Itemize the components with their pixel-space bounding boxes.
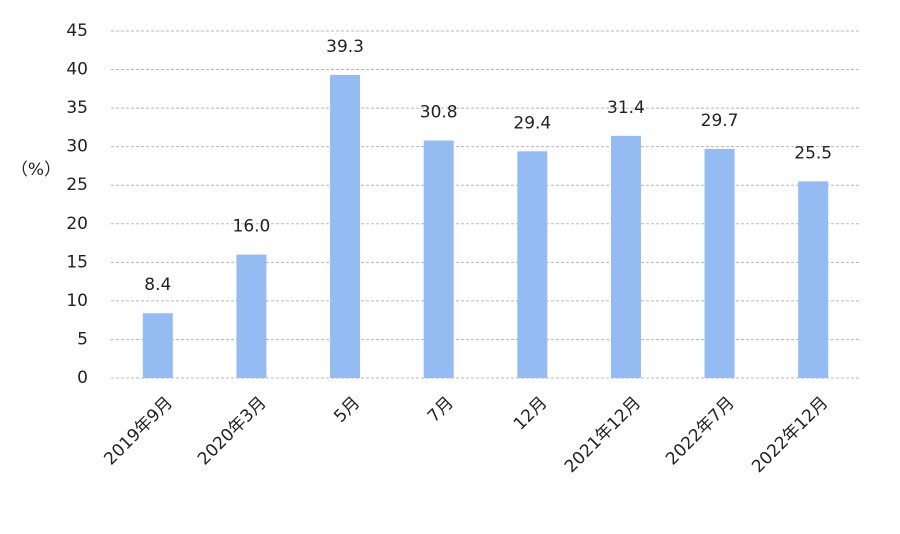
data-label: 31.4 (607, 98, 645, 118)
x-tick-label: 2019年9月 (100, 393, 176, 469)
y-tick-label: 30 (66, 137, 88, 157)
bar (704, 148, 735, 378)
data-label: 39.3 (326, 37, 364, 57)
bar (798, 181, 829, 378)
bar (517, 151, 548, 378)
bar (330, 74, 361, 378)
data-label: 30.8 (420, 102, 458, 122)
data-label: 16.0 (233, 217, 271, 237)
bar (142, 313, 173, 378)
y-tick-label: 35 (66, 98, 88, 118)
y-tick-label: 5 (77, 329, 88, 349)
y-tick-label: 40 (66, 60, 88, 80)
y-tick-label: 45 (66, 21, 88, 41)
y-tick-label: 15 (66, 252, 88, 272)
data-label: 25.5 (794, 143, 832, 163)
x-tick-label: 12月 (510, 393, 551, 434)
data-label: 29.4 (513, 113, 551, 133)
y-tick-label: 0 (77, 368, 88, 388)
y-axis-label: （%） (11, 160, 61, 180)
x-tick-label: 2020年3月 (194, 393, 270, 469)
y-tick-label: 20 (66, 214, 88, 234)
x-tick-label: 2021年12月 (561, 393, 645, 477)
y-tick-label: 25 (66, 175, 88, 195)
data-label: 29.7 (701, 111, 739, 131)
y-tick-label: 10 (66, 291, 88, 311)
bar (236, 254, 267, 378)
x-tick-label: 2022年12月 (748, 393, 832, 477)
x-tick-label: 2022年7月 (662, 393, 738, 469)
x-tick-label: 5月 (330, 393, 364, 427)
bar (423, 140, 454, 378)
bar (610, 135, 641, 378)
x-tick-label: 7月 (424, 393, 458, 427)
data-label: 8.4 (144, 275, 171, 295)
